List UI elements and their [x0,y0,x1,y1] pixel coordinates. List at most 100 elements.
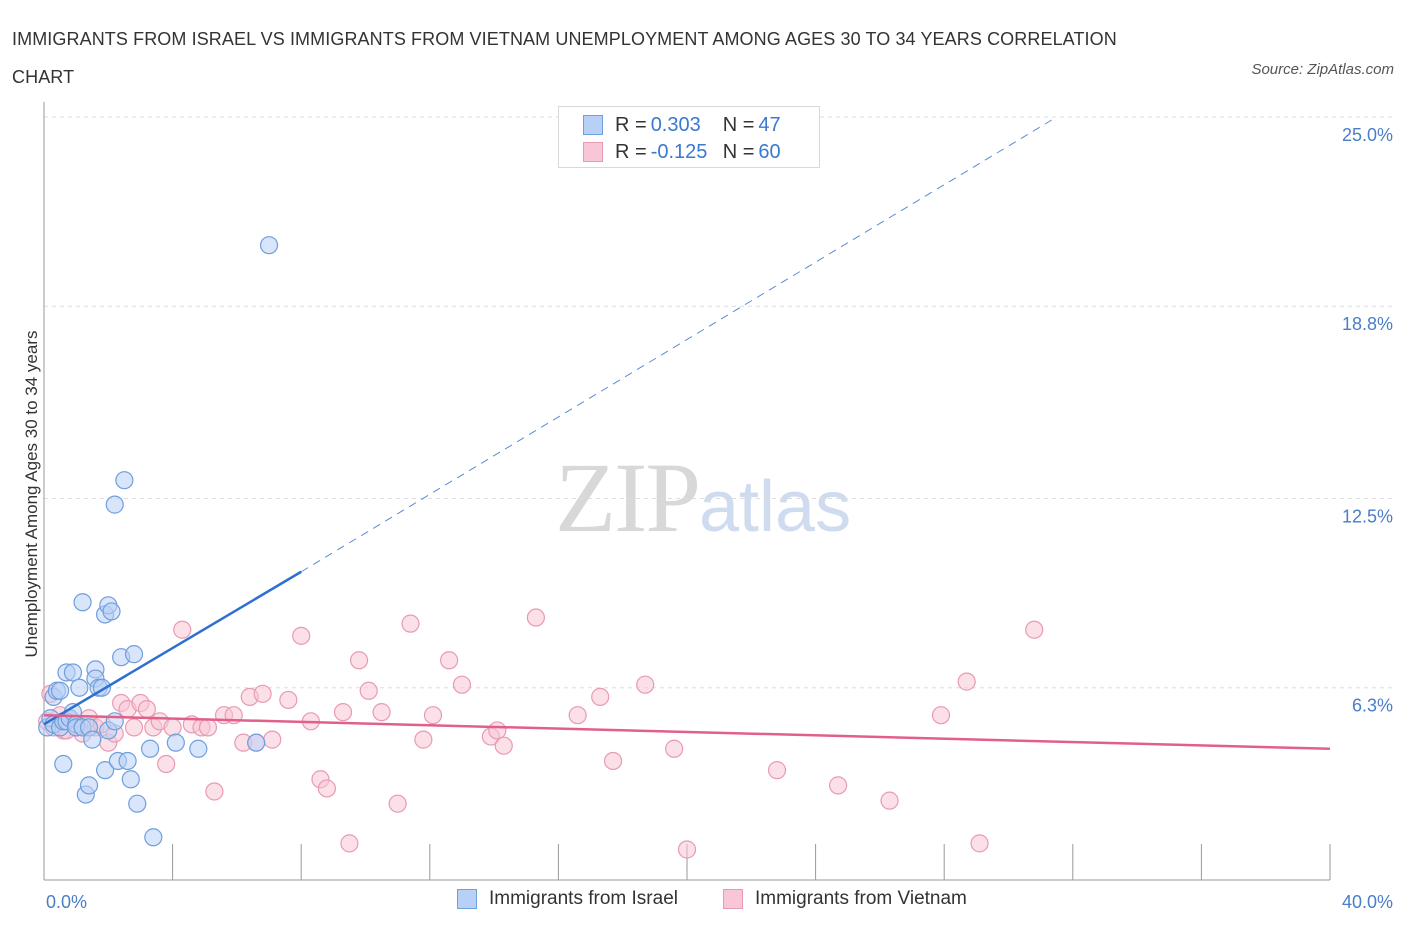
vietnam-point [829,776,848,795]
vietnam-point [359,681,378,700]
y-tick-label: 12.5% [1342,507,1393,527]
vietnam-point [388,794,407,813]
israel-point [105,712,124,731]
israel-point [124,645,144,664]
israel-r-label: R = [615,113,647,136]
vietnam-point [526,608,545,627]
vietnam-point [372,703,391,722]
vietnam-point [880,791,899,810]
israel-point [115,471,134,490]
vietnam-point [423,706,443,725]
gridlines [44,116,1395,689]
israel-point [128,794,147,813]
israel-point [144,828,163,847]
y-tick-label: 25.0% [1342,125,1393,145]
israel-point [95,761,115,780]
vietnam-point [439,651,459,670]
israel-point [50,681,70,700]
israel-points [38,236,279,847]
axis-labels: 6.3% 12.5% 18.8% 25.0% 0.0% 40.0% Unemployment… [22,125,1393,912]
israel-point [140,739,160,758]
vietnam-n-label: N = [722,140,755,163]
vietnam-point [205,782,224,801]
legend-item-vietnam[interactable]: Immigrants from Vietnam [723,888,967,910]
chart-title: IMMIGRANTS FROM ISRAEL VS IMMIGRANTS FRO… [12,29,1117,87]
vietnam-point [173,620,192,639]
vietnam-r-value: -0.125 [650,140,708,163]
vietnam-point [488,721,507,740]
vietnam-point [292,626,311,645]
vietnam-point [401,614,420,633]
x-tick-label-max: 40.0% [1342,892,1393,912]
vietnam-point [931,706,951,725]
vietnam-point [137,699,156,719]
vietnam-point [452,675,472,694]
trend-lines [43,116,1331,751]
vietnam-swatch [583,142,603,162]
source-label: Source: ZipAtlas.com [1251,61,1394,78]
israel-trend-extension [300,116,1057,573]
legend-row-vietnam: R = -0.125 N = 60 [583,139,781,165]
vietnam-point [665,739,684,758]
israel-point [63,663,83,682]
vietnam-point [494,736,513,755]
vietnam-point [279,690,298,710]
israel-n-value: 47 [758,113,781,136]
vietnam-points [38,608,1044,859]
israel-swatch [583,115,603,135]
legend-swatch-israel [457,889,477,909]
vietnam-point [163,718,182,737]
vietnam-point [124,718,144,737]
vietnam-point [1025,620,1044,639]
israel-r-value: 0.303 [650,113,701,136]
israel-point [247,733,266,752]
legend-item-israel[interactable]: Immigrants from Israel [457,888,678,910]
vietnam-point [591,687,610,706]
israel-n-label: N = [722,113,755,136]
vietnam-point [767,761,787,780]
vietnam-point [349,651,369,670]
israel-point [259,236,279,255]
y-axis-title: Unemployment Among Ages 30 to 34 years [22,331,41,658]
y-tick-label: 6.3% [1352,696,1393,716]
watermark-atlas: atlas [699,467,852,547]
israel-point [54,754,73,774]
x-tick-label-min: 0.0% [46,892,87,912]
legend-label-vietnam: Immigrants from Vietnam [755,888,967,909]
correlation-legend: R = 0.303 N = 47 R = -0.125 N = 60 [558,106,820,168]
vietnam-trend-line [43,713,1331,751]
y-tick-label: 18.8% [1342,314,1393,334]
watermark: ZIPatlas [555,440,851,555]
israel-point [121,770,140,789]
israel-point [102,602,121,621]
israel-point [73,593,92,612]
israel-point [70,678,89,697]
vietnam-r-label: R = [615,140,647,163]
vietnam-point [957,672,976,691]
legend-row-israel: R = 0.303 N = 47 [583,112,781,138]
vietnam-point [263,730,282,749]
vietnam-point [568,706,587,725]
vietnam-point [677,840,697,859]
israel-point [105,495,124,514]
vietnam-point [414,730,433,749]
vietnam-point [636,675,655,694]
vietnam-point [253,684,272,703]
israel-point [189,739,208,758]
vietnam-point [317,779,337,798]
vietnam-point [603,751,623,771]
vietnam-point [198,718,218,737]
israel-trend-line [43,570,302,726]
axes [43,102,1331,881]
vietnam-point [970,834,989,853]
vietnam-point [157,754,176,774]
series-legend: Immigrants from Israel Immigrants from V… [0,888,1406,916]
israel-point [79,776,99,795]
vietnam-point [333,703,353,722]
israel-point [166,733,185,752]
israel-point [118,751,137,771]
israel-point [83,730,102,749]
vietnam-point [340,834,359,853]
legend-label-israel: Immigrants from Israel [489,888,678,909]
vietnam-n-value: 60 [758,140,781,163]
